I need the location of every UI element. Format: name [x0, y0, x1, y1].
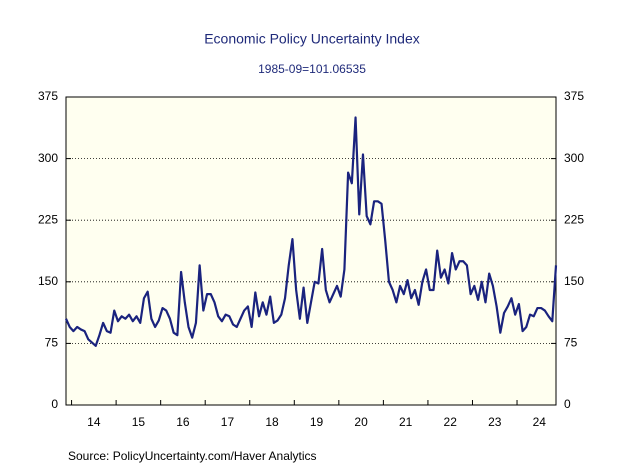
- x-tick-label: 15: [132, 415, 146, 429]
- x-tick-label: 20: [354, 415, 368, 429]
- plot-area: [65, 96, 557, 406]
- x-tick-label: 16: [176, 415, 190, 429]
- data-line: [64, 116, 558, 347]
- source-note: Source: PolicyUncertainty.com/Haver Anal…: [68, 449, 317, 463]
- y2-tick-label: 225: [564, 212, 584, 226]
- y-tick-label: 300: [38, 151, 58, 165]
- y-tick-label: 375: [38, 89, 58, 103]
- x-tick-label: 18: [265, 415, 279, 429]
- x-tick-label: 14: [87, 415, 101, 429]
- y-tick-label: 0: [51, 397, 58, 411]
- y2-tick-label: 0: [564, 397, 571, 411]
- x-tick-label: 24: [533, 415, 547, 429]
- x-tick-label: 21: [399, 415, 413, 429]
- x-tick-label: 17: [221, 415, 235, 429]
- chart-subtitle: 1985-09=101.06535: [258, 62, 366, 76]
- y-tick-label: 75: [45, 336, 59, 350]
- y-tick-label: 150: [38, 274, 58, 288]
- x-tick-label: 23: [488, 415, 502, 429]
- y2-tick-label: 150: [564, 274, 584, 288]
- y2-tick-label: 75: [564, 336, 578, 350]
- x-tick-label: 22: [444, 415, 458, 429]
- y2-tick-label: 375: [564, 89, 584, 103]
- y-tick-label: 225: [38, 212, 58, 226]
- x-tick-label: 19: [310, 415, 324, 429]
- y2-tick-label: 300: [564, 151, 584, 165]
- chart-title: Economic Policy Uncertainty Index: [204, 31, 420, 47]
